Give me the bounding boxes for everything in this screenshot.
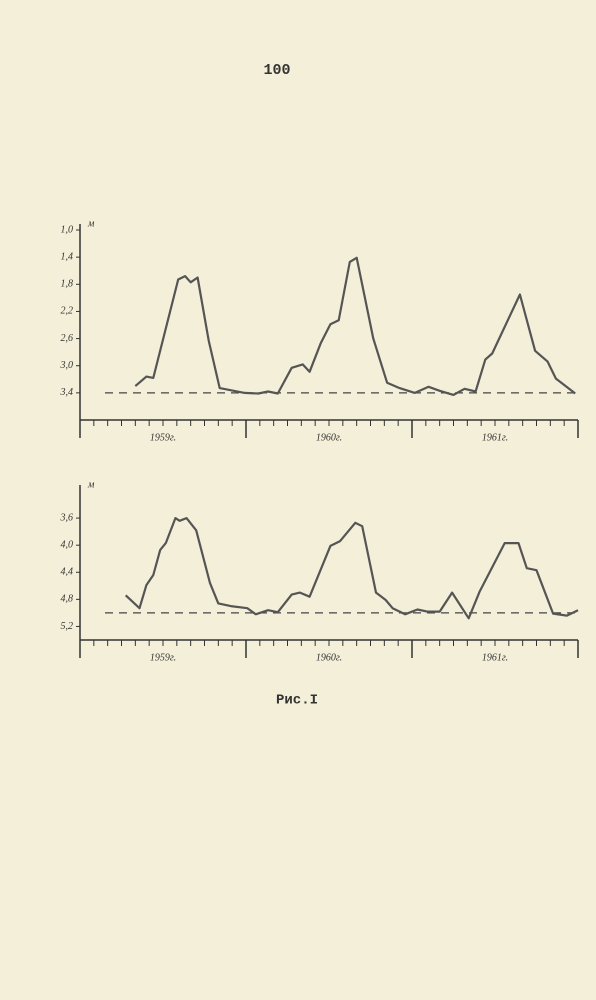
y-tick-label: 1,0 [61, 224, 74, 235]
figure-caption: Рис.I [276, 693, 318, 709]
data-line [134, 256, 576, 396]
year-label: 1960г. [316, 432, 342, 443]
year-label: 1961г. [482, 652, 508, 663]
y-tick-label: 3,6 [60, 512, 74, 523]
y-tick-label: 4,8 [61, 594, 74, 605]
data-line [124, 517, 579, 620]
y-tick-label: 2,2 [61, 306, 74, 317]
y-tick-label: 5,2 [61, 621, 74, 632]
year-label: 1960г. [316, 652, 342, 663]
y-tick-label: 4,4 [61, 567, 74, 578]
y-tick-label: 3,0 [60, 360, 74, 371]
year-label: 1959г. [150, 432, 176, 443]
y-tick-label: 1,4 [61, 251, 74, 262]
y-tick-label: 4,0 [61, 539, 74, 550]
y-tick-label: 3,4 [60, 387, 74, 398]
page-number: 100 [263, 62, 290, 79]
year-label: 1959г. [150, 652, 176, 663]
y-axis-unit: м [87, 479, 95, 490]
y-tick-label: 1,8 [61, 279, 74, 290]
year-label: 1961г. [482, 432, 508, 443]
y-axis-unit: м [87, 218, 95, 229]
y-tick-label: 2,6 [61, 333, 74, 344]
